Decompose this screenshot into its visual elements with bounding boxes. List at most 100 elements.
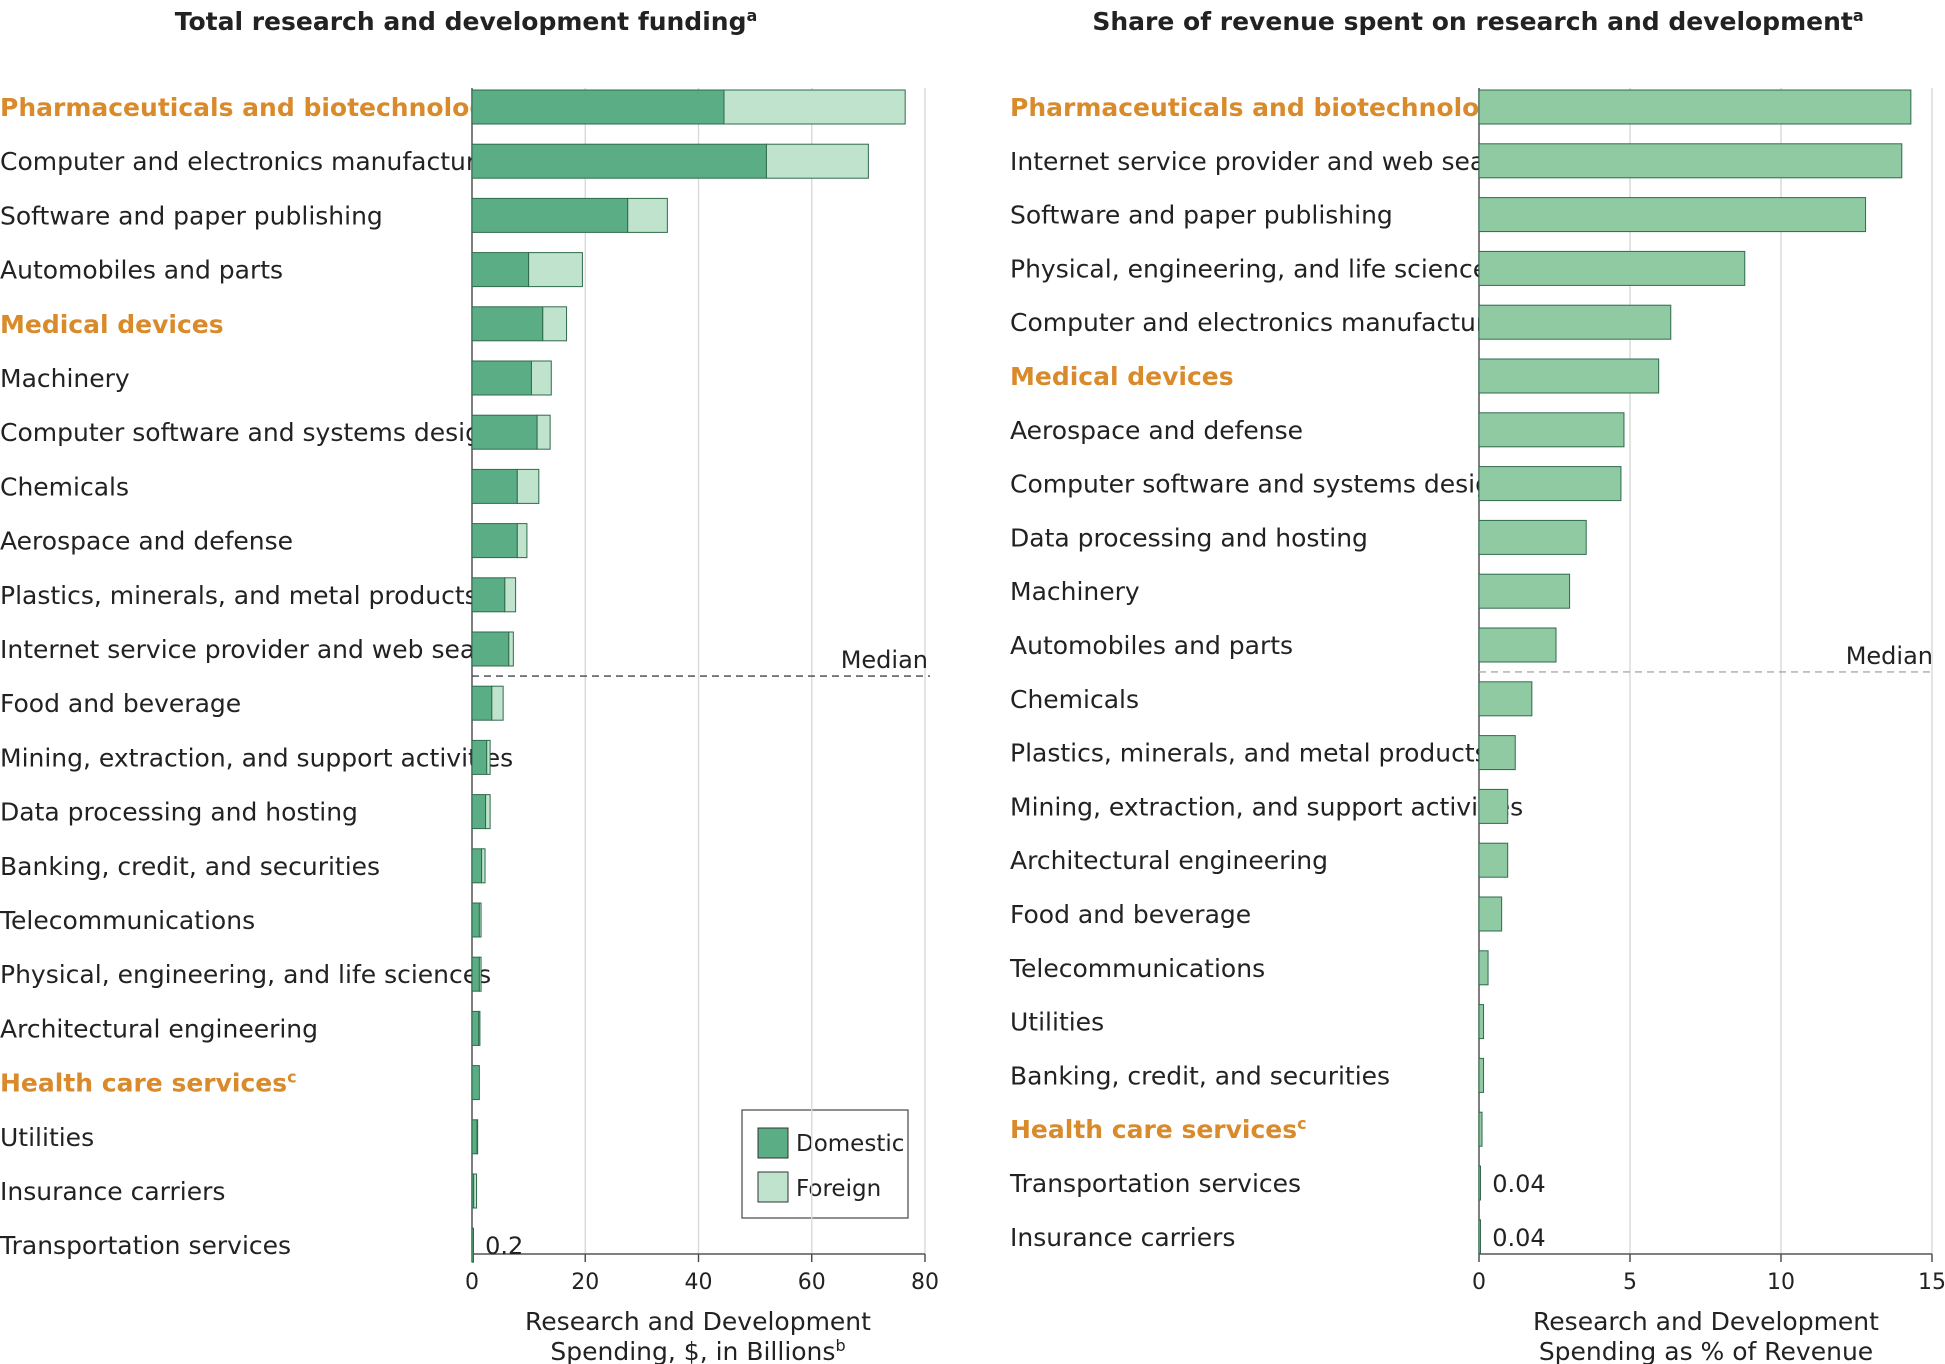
left-bar-foreign [536, 414, 551, 450]
right-category-label-architectural-engineering: Architectural engineering [1010, 846, 1328, 875]
right-category-label-mining-extraction-and-support-activities: Mining, extraction, and support activiti… [1010, 792, 1523, 821]
right-bar-share [1478, 1165, 1481, 1201]
right-bar-share [1478, 950, 1489, 986]
left-bar-foreign [516, 523, 528, 559]
right-bar-share [1478, 412, 1625, 448]
right-category-label-computer-software-and-systems-design: Computer software and systems design [1010, 470, 1507, 499]
right-category-label-health-care-services: Health care servicesc [1010, 1114, 1307, 1144]
right-bar-share [1478, 143, 1903, 179]
right-chart-title: Share of revenue spent on research and d… [1092, 6, 1863, 36]
left-bar-foreign [528, 252, 583, 288]
right-category-label-utilities: Utilities [1010, 1008, 1104, 1037]
right-category-label-food-and-beverage: Food and beverage [1010, 900, 1251, 929]
left-x-axis-label-line2: Spending, $, in Billionsb [550, 1336, 845, 1364]
left-bar-domestic [471, 848, 483, 884]
left-category-label-health-care-services: Health care servicesc [0, 1068, 297, 1098]
left-bar-domestic [471, 631, 510, 667]
right-bar-value-label: 0.04 [1492, 1224, 1545, 1252]
right-category-label-computer-and-electronics-manufacturing: Computer and electronics manufacturing [1010, 308, 1525, 337]
right-x-tick-label: 10 [1767, 1270, 1795, 1295]
left-bar-foreign [504, 577, 517, 613]
right-bar-share [1478, 304, 1672, 340]
right-bar-share [1478, 1004, 1485, 1040]
left-bar-domestic [471, 89, 725, 125]
left-category-label-data-processing-and-hosting: Data processing and hosting [0, 798, 358, 827]
left-bar-domestic [471, 468, 518, 504]
right-category-label-banking-credit-and-securities: Banking, credit, and securities [1010, 1061, 1390, 1090]
left-bar-domestic [471, 794, 487, 830]
left-category-label-transportation-services: Transportation services [0, 1231, 291, 1260]
left-bar-foreign [478, 1010, 481, 1046]
left-bar-domestic [471, 739, 488, 775]
left-category-label-internet-service-provider-and-web-search: Internet service provider and web search [0, 635, 515, 664]
right-bar-share [1478, 519, 1587, 555]
right-category-label-aerospace-and-defense: Aerospace and defense [1010, 416, 1303, 445]
left-category-label-medical-devices: Medical devices [0, 310, 224, 339]
left-category-label-architectural-engineering: Architectural engineering [0, 1014, 318, 1043]
left-bar-foreign [476, 1119, 479, 1155]
left-bar-domestic [471, 1227, 474, 1263]
left-median-label: Median [841, 646, 928, 674]
right-category-label-transportation-services: Transportation services [1009, 1169, 1301, 1198]
left-bar-foreign [542, 306, 568, 342]
left-category-label-chemicals: Chemicals [0, 472, 129, 501]
left-x-tick-label: 20 [571, 1270, 599, 1295]
left-category-label-pharmaceuticals-and-biotechnology: Pharmaceuticals and biotechnology [0, 93, 504, 122]
left-category-label-computer-and-electronics-manufacturing: Computer and electronics manufacturing [0, 147, 515, 176]
legend: Domestic Foreign [741, 1109, 909, 1219]
left-bar-domestic [471, 252, 530, 288]
legend-label-domestic: Domestic [796, 1131, 904, 1157]
left-category-label-food-and-beverage: Food and beverage [0, 689, 241, 718]
left-category-label-software-and-paper-publishing: Software and paper publishing [0, 201, 383, 230]
right-category-label-automobiles-and-parts: Automobiles and parts [1010, 631, 1293, 660]
left-category-label-computer-software-and-systems-design: Computer software and systems design [0, 418, 497, 447]
left-bar-domestic [471, 1119, 478, 1155]
right-category-label-pharmaceuticals-and-biotechnology: Pharmaceuticals and biotechnology [1010, 93, 1514, 122]
left-bar-foreign [530, 360, 552, 396]
left-category-label-machinery: Machinery [0, 364, 130, 393]
right-category-label-internet-service-provider-and-web-search: Internet service provider and web search [1010, 147, 1525, 176]
left-bar-foreign [473, 1173, 478, 1209]
right-category-label-software-and-paper-publishing: Software and paper publishing [1010, 201, 1393, 230]
right-bar-share [1478, 1111, 1483, 1147]
right-x-tick-label: 5 [1623, 1270, 1637, 1295]
left-bar-domestic [471, 956, 480, 992]
left-bar-foreign [478, 902, 482, 938]
left-x-tick-label: 60 [798, 1270, 826, 1295]
right-category-label-plastics-minerals-and-metal-products: Plastics, minerals, and metal products [1010, 739, 1488, 768]
left-bar-domestic [471, 360, 532, 396]
left-bar-foreign [486, 739, 491, 775]
right-category-label-chemicals: Chemicals [1010, 685, 1139, 714]
right-category-label-machinery: Machinery [1010, 577, 1140, 606]
right-x-tick-label: 15 [1918, 1270, 1945, 1295]
left-category-label-telecommunications: Telecommunications [0, 906, 255, 935]
left-bar-foreign [481, 848, 486, 884]
left-bar-domestic [471, 143, 767, 179]
left-bar-foreign [478, 956, 482, 992]
left-bar-domestic [471, 523, 518, 559]
right-median-label: Median [1846, 642, 1933, 670]
left-bar-foreign [723, 89, 906, 125]
left-bar-foreign [765, 143, 869, 179]
left-chart-title: Total research and development fundinga [175, 6, 758, 36]
legend-label-foreign: Foreign [796, 1176, 881, 1202]
right-bar-share [1478, 1057, 1485, 1093]
left-category-label-banking-credit-and-securities: Banking, credit, and securities [0, 852, 380, 881]
left-category-label-plastics-minerals-and-metal-products: Plastics, minerals, and metal products [0, 581, 478, 610]
right-bar-share [1478, 573, 1571, 609]
legend-swatch-foreign [757, 1171, 789, 1203]
left-category-label-aerospace-and-defense: Aerospace and defense [0, 527, 293, 556]
left-bar-foreign [485, 794, 491, 830]
left-bar-domestic [471, 1010, 480, 1046]
right-category-label-physical-engineering-and-life-sciences: Physical, engineering, and life sciences [1010, 254, 1501, 283]
left-bar-foreign [491, 685, 504, 721]
right-bar-share [1478, 89, 1912, 125]
right-bar-share [1478, 1219, 1481, 1255]
left-category-label-automobiles-and-parts: Automobiles and parts [0, 256, 283, 285]
right-bar-share [1478, 842, 1509, 878]
left-bar-domestic [471, 902, 480, 938]
left-bar-foreign [508, 631, 514, 667]
left-category-label-insurance-carriers: Insurance carriers [0, 1177, 225, 1206]
left-category-label-physical-engineering-and-life-sciences: Physical, engineering, and life sciences [0, 960, 491, 989]
